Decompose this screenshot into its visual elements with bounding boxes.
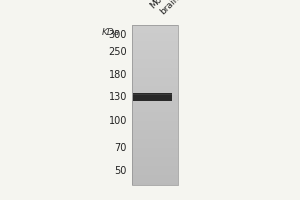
Bar	[133, 94, 172, 95]
Text: 70: 70	[115, 143, 127, 153]
Text: 100: 100	[109, 116, 127, 126]
Text: Mouse
brain: Mouse brain	[148, 0, 183, 18]
Bar	[132, 25, 178, 185]
Text: 180: 180	[109, 70, 127, 80]
Text: 50: 50	[115, 166, 127, 176]
Text: 250: 250	[108, 47, 127, 57]
Text: 130: 130	[109, 92, 127, 102]
Bar	[133, 93, 172, 101]
Text: KDa: KDa	[102, 28, 120, 37]
Text: 300: 300	[109, 30, 127, 40]
